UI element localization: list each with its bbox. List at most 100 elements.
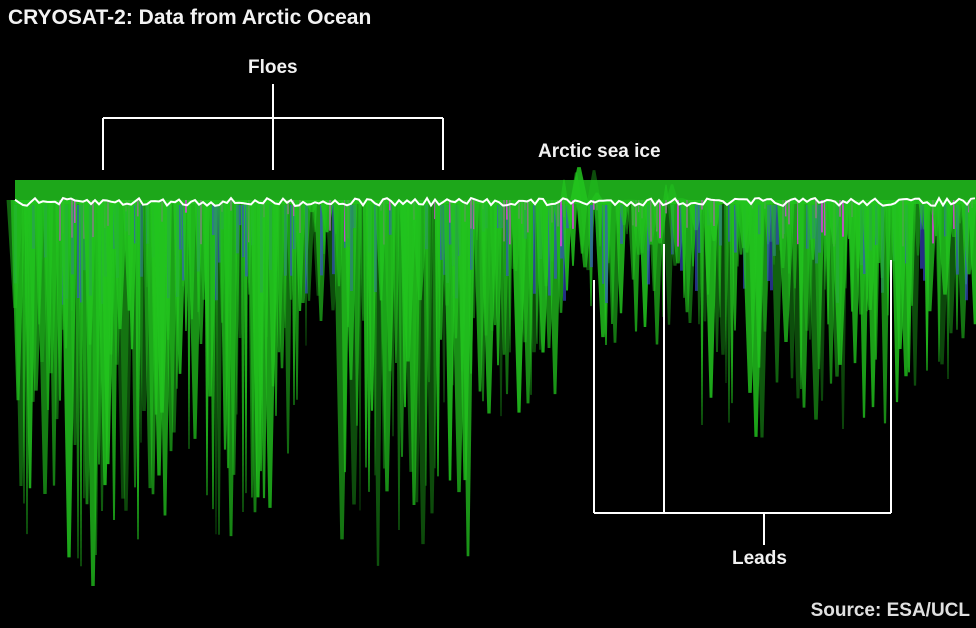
echo-mark <box>137 200 139 217</box>
echo-mark <box>507 200 513 353</box>
echo-mark <box>60 200 78 558</box>
echo-mark <box>466 200 476 374</box>
echo-mark <box>773 205 776 256</box>
echo-mark <box>215 205 218 301</box>
echo-mark <box>389 205 392 235</box>
echo-mark <box>698 205 701 253</box>
echo-mark <box>449 200 451 223</box>
echo-mark <box>704 200 718 398</box>
echo-mark <box>245 205 248 277</box>
echo-mark <box>10 200 26 401</box>
leads-bracket <box>593 244 892 545</box>
echo-mark <box>813 200 825 369</box>
echo-mark <box>440 205 443 260</box>
echo-mark <box>590 205 593 268</box>
echo-mark <box>752 200 766 368</box>
echo-mark <box>179 205 182 250</box>
echo-mark <box>134 200 142 540</box>
echo-mark <box>303 200 315 301</box>
echo-mark <box>807 200 825 420</box>
echo-mark <box>907 200 917 306</box>
echo-mark <box>242 205 245 258</box>
echo-mark <box>570 167 588 200</box>
echo-mark <box>923 205 926 281</box>
echo-mark <box>671 205 674 255</box>
echo-mark <box>227 200 241 475</box>
echo-mark <box>350 205 353 292</box>
echo-mark <box>71 200 73 238</box>
echo-mark <box>788 200 790 225</box>
echo-mark <box>932 200 934 244</box>
echo-mark <box>821 200 823 233</box>
echo-mark <box>554 205 557 279</box>
echo-mark <box>713 200 715 226</box>
echo-mark <box>776 205 779 245</box>
echo-mark <box>290 205 293 276</box>
echo-mark <box>677 200 679 247</box>
echo-mark <box>112 200 128 330</box>
echo-mark <box>797 200 811 408</box>
echo-mark <box>673 198 689 200</box>
echo-mark <box>449 205 452 245</box>
echo-mark <box>695 205 698 291</box>
echo-mark <box>533 205 536 294</box>
echo-mark <box>14 196 976 208</box>
echo-mark <box>566 205 569 229</box>
echo-mark <box>968 200 976 325</box>
echo-mark <box>425 205 428 250</box>
echo-mark <box>587 170 601 200</box>
echo-mark <box>74 200 76 223</box>
echo-mark <box>560 200 562 247</box>
page-title: CRYOSAT-2: Data from Arctic Ocean <box>8 6 372 29</box>
echo-mark <box>423 200 429 486</box>
echo-mark <box>185 200 187 213</box>
echo-mark <box>470 200 472 229</box>
echo-mark <box>758 205 761 235</box>
echo-mark <box>831 200 849 365</box>
echo-mark <box>71 205 74 275</box>
echo-mark <box>527 200 529 233</box>
echo-mark <box>767 205 770 281</box>
sea-ice-label: Arctic sea ice <box>538 141 661 162</box>
echo-mark <box>920 205 923 269</box>
echo-mark <box>770 205 773 291</box>
echo-mark <box>506 205 509 277</box>
echo-mark <box>719 205 722 246</box>
leads-label: Leads <box>732 548 787 569</box>
echo-mark <box>239 205 242 226</box>
echo-mark <box>842 200 844 237</box>
echo-mark <box>209 200 217 510</box>
echo-mark <box>329 200 331 231</box>
echo-mark <box>953 200 955 229</box>
echo-mark <box>320 205 323 276</box>
echo-mark <box>591 192 603 200</box>
echo-mark <box>568 200 578 266</box>
echo-mark <box>815 205 818 264</box>
echo-mark <box>509 200 511 245</box>
echo-mark <box>818 205 821 253</box>
echo-mark <box>353 200 361 426</box>
echo-mark <box>470 205 473 270</box>
echo-mark <box>236 205 239 254</box>
echo-mark <box>305 205 308 294</box>
echo-mark <box>572 200 574 229</box>
echo-mark <box>944 205 947 237</box>
echo-mark <box>666 184 678 200</box>
echo-mark <box>815 200 817 219</box>
echo-mark <box>59 200 61 241</box>
echo-mark <box>806 205 809 249</box>
echo-mark <box>659 200 661 239</box>
echo-mark <box>234 200 240 415</box>
echo-mark <box>786 200 798 379</box>
echo-mark <box>728 205 731 242</box>
echo-mark <box>839 200 841 217</box>
ice-surface-line <box>14 196 976 208</box>
echo-mark <box>734 205 737 253</box>
echo-mark <box>506 200 508 220</box>
echo-mark <box>605 205 608 304</box>
echo-mark <box>357 200 363 511</box>
echo-mark <box>389 200 391 211</box>
source-credit: Source: ESA/UCL <box>810 600 970 621</box>
echo-mark <box>615 200 627 314</box>
